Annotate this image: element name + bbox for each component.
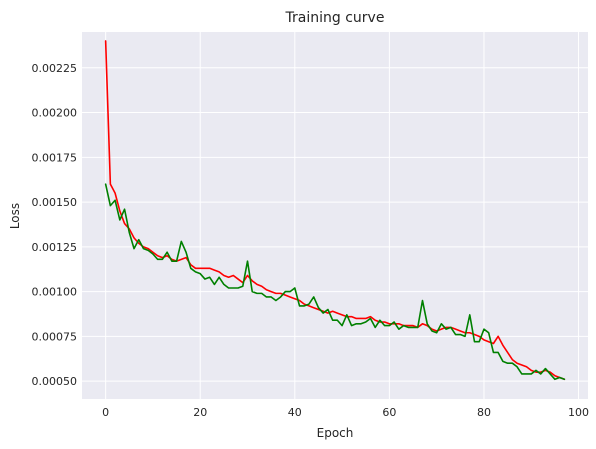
y-axis-label: Loss	[8, 203, 22, 229]
x-tick-label: 40	[288, 406, 302, 419]
chart-title: Training curve	[285, 10, 385, 26]
y-tick-label: 0.00075	[32, 330, 78, 343]
y-tick-label: 0.00200	[32, 107, 78, 120]
series-line-1	[104, 40, 566, 381]
y-axis-ticks: 0.00050 0.00075 0.00100 0.00125 0.00150 0.001…	[32, 62, 78, 388]
y-tick-label: 0.00150	[32, 196, 78, 209]
y-tick-label: 0.00225	[32, 62, 78, 75]
x-tick-label: 0	[102, 406, 109, 419]
x-tick-label: 60	[382, 406, 396, 419]
x-tick-label: 20	[193, 406, 207, 419]
series-layer	[104, 40, 566, 381]
y-tick-label: 0.00125	[32, 241, 78, 254]
plot-area	[82, 32, 588, 399]
y-tick-label: 0.00175	[32, 151, 78, 164]
series-line-2	[104, 183, 566, 381]
grid-lines	[82, 32, 588, 399]
x-tick-label: 100	[568, 406, 589, 419]
y-tick-label: 0.00050	[32, 375, 78, 388]
y-tick-label: 0.00100	[32, 286, 78, 299]
x-axis-ticks: 0 20 40 60 80 100	[102, 406, 589, 419]
x-tick-label: 80	[477, 406, 491, 419]
x-axis-label: Epoch	[317, 426, 354, 440]
